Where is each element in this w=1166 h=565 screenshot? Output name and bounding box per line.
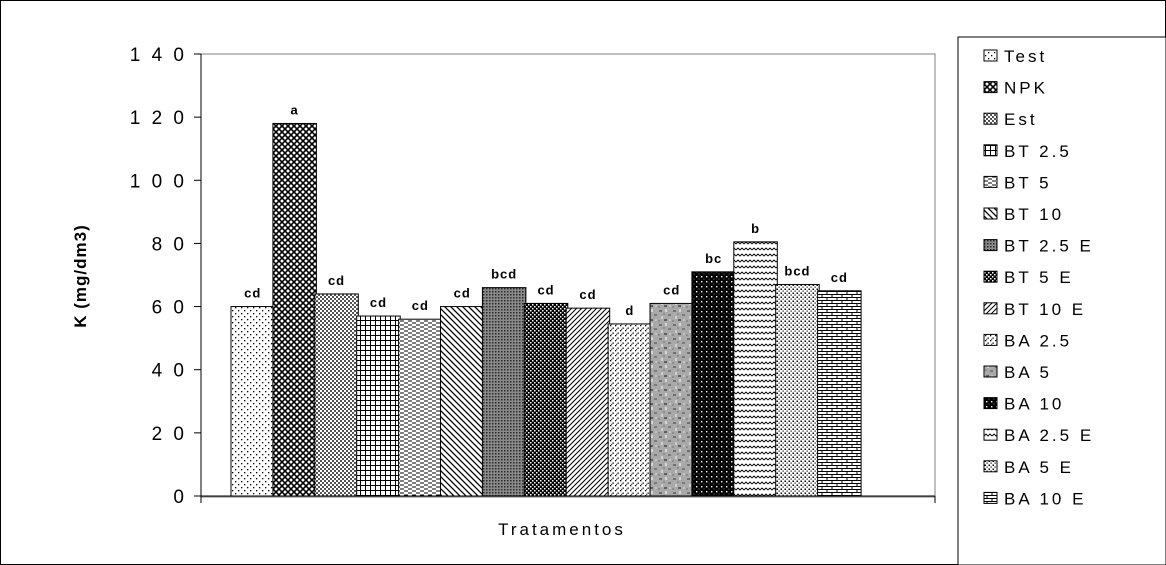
legend-label: BA 5 E [1004, 458, 1074, 477]
bar-bt-5-e [523, 302, 569, 497]
data-label: cd [370, 295, 387, 310]
y-tick-label: 1 0 0 [130, 171, 187, 192]
data-label: b [751, 221, 760, 236]
legend-item: BT 10 E [983, 300, 1086, 319]
bar-bt-5 [398, 318, 443, 497]
legend-label: BA 2.5 [1004, 331, 1072, 350]
legend-swatch [983, 81, 998, 94]
data-label: cd [579, 287, 596, 302]
data-label: cd [454, 286, 471, 301]
legend-swatch [983, 302, 998, 315]
legend-label: BT 10 [1004, 205, 1064, 224]
legend-item: Est [983, 110, 1038, 129]
bar-npk [272, 122, 317, 497]
legend-label: BA 2.5 E [1004, 426, 1094, 445]
legend-item: BA 2.5 [983, 331, 1072, 350]
legend-swatch [983, 491, 998, 504]
legend-label: BT 2.5 E [1004, 237, 1094, 256]
legend-item: BT 5 E [983, 268, 1074, 287]
legend-swatch [983, 460, 998, 473]
data-label: a [291, 102, 299, 117]
bar-bt-10 [440, 306, 485, 497]
legend-label: BA 10 E [1004, 489, 1086, 508]
legend-label: BA 5 [1004, 363, 1052, 382]
bar-bt-2-5-e [481, 287, 527, 497]
y-tick-label: 1 2 0 [130, 108, 187, 129]
y-tick-label: 4 0 [152, 361, 187, 382]
legend-swatch [983, 428, 998, 441]
legend-swatch [983, 175, 998, 188]
data-label: cd [412, 298, 429, 313]
legend-swatch [983, 365, 998, 378]
legend-item: BT 5 [983, 173, 1052, 192]
bar-ba-2-5 [607, 323, 653, 497]
bar-est [314, 293, 359, 497]
bar-ba-10-e [817, 290, 862, 497]
legend-item: Test [983, 47, 1047, 66]
legend-label: BT 5 E [1004, 268, 1074, 287]
y-axis: 0 2 0 4 0 6 0 8 0 1 0 0 1 2 0 1 4 0 [130, 45, 936, 508]
legend-item: BA 10 [983, 395, 1064, 414]
bar-ba-5 [649, 302, 694, 497]
legend-label: Est [1004, 110, 1038, 129]
bar-ba-2-5-e [733, 241, 778, 497]
y-tick-label: 6 0 [152, 298, 187, 319]
data-labels-group: cd a cd cd cd cd bcd cd cd d cd bc b bcd cd [244, 102, 848, 318]
legend-swatch [983, 207, 998, 220]
legend-item: BT 2.5 E [983, 237, 1094, 256]
legend-label: BT 5 [1004, 173, 1052, 192]
bar-ba-5-e [775, 283, 820, 497]
y-tick-label: 0 [173, 487, 187, 508]
bar-test [230, 306, 275, 497]
legend-label: BT 2.5 [1004, 142, 1072, 161]
legend-label: BA 10 [1004, 395, 1064, 414]
legend-item: BA 2.5 E [983, 426, 1094, 445]
legend-box [957, 36, 1166, 565]
legend-swatch [983, 239, 998, 252]
data-label: cd [663, 282, 680, 297]
data-label: bcd [784, 263, 810, 278]
data-label: cd [244, 286, 261, 301]
data-label: bcd [491, 267, 517, 282]
legend-item: BA 5 E [983, 458, 1074, 477]
data-label: cd [537, 282, 554, 297]
bar-bt-2-5 [356, 315, 401, 497]
x-axis-title: Tratamentos [498, 520, 626, 539]
legend-item: BA 10 E [983, 489, 1086, 508]
data-label: bc [705, 251, 722, 266]
legend-label: NPK [1004, 79, 1048, 98]
legend: Test NPK Est BT 2.5 BT 5 BT 10 BT 2.5 E BT 5 E B… [983, 47, 1094, 508]
legend-swatch [983, 144, 998, 157]
legend-label: Test [1004, 47, 1047, 66]
y-tick-label: 1 4 0 [130, 45, 187, 66]
legend-swatch [983, 397, 998, 410]
y-tick-label: 2 0 [152, 424, 187, 445]
data-label: cd [831, 270, 848, 285]
data-label: d [625, 303, 634, 318]
legend-swatch [983, 112, 998, 125]
legend-item: BA 5 [983, 363, 1052, 382]
legend-item: BT 2.5 [983, 142, 1072, 161]
y-tick-label: 8 0 [152, 234, 187, 255]
bar-ba-10 [691, 271, 736, 497]
legend-swatch [983, 270, 998, 283]
legend-label: BT 10 E [1004, 300, 1086, 319]
legend-item: NPK [983, 79, 1048, 98]
legend-swatch [983, 333, 998, 346]
legend-item: BT 10 [983, 205, 1064, 224]
legend-swatch [983, 49, 998, 62]
data-label: cd [328, 273, 345, 288]
bar-bt-10-e [565, 307, 611, 497]
y-axis-title: K (mg/dm3) [71, 224, 90, 328]
